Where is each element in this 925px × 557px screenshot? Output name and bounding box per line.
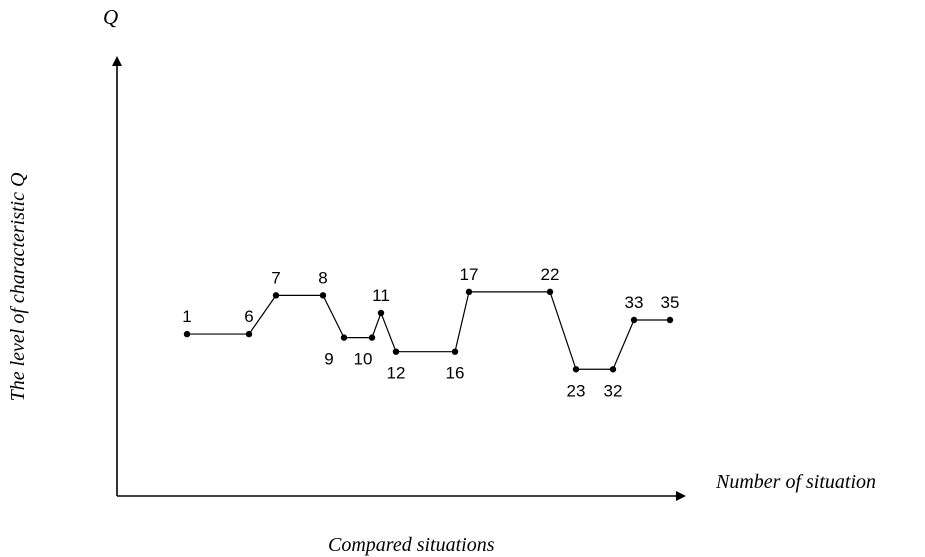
data-label-7: 7 (271, 268, 280, 287)
data-label-8: 8 (318, 268, 327, 287)
data-point-23 (572, 366, 580, 373)
data-point-8 (319, 292, 327, 299)
data-label-32: 32 (604, 381, 623, 400)
y-axis-symbol: Q (103, 5, 118, 29)
data-point-1 (183, 330, 191, 338)
data-point-6 (245, 330, 253, 338)
data-label-17: 17 (460, 265, 479, 284)
data-point-17 (465, 288, 473, 296)
x-axis-label: Number of situation (715, 471, 876, 493)
data-label-22: 22 (541, 265, 560, 284)
data-label-11: 11 (372, 286, 390, 305)
data-points (183, 288, 674, 373)
data-label-6: 6 (244, 307, 253, 326)
data-label-23: 23 (567, 381, 586, 400)
data-label-12: 12 (387, 364, 406, 383)
data-point-16 (451, 348, 459, 355)
data-point-32 (609, 366, 617, 373)
chart-caption: Compared situations (328, 534, 495, 556)
data-point-9 (340, 334, 348, 341)
data-point-33 (630, 316, 638, 324)
data-point-10 (368, 334, 376, 341)
y-axis-label: The level of characteristic Q (7, 172, 29, 401)
data-point-11 (377, 309, 385, 317)
data-label-10: 10 (354, 350, 373, 369)
data-label-1: 1 (182, 307, 191, 326)
data-point-7 (272, 292, 280, 299)
series-line (187, 291, 670, 370)
data-label-35: 35 (661, 293, 680, 312)
data-label-16: 16 (446, 364, 465, 383)
data-point-35 (666, 316, 674, 324)
data-label-33: 33 (625, 293, 644, 312)
data-point-22 (546, 288, 554, 296)
data-label-9: 9 (324, 350, 333, 369)
data-point-12 (392, 348, 400, 355)
